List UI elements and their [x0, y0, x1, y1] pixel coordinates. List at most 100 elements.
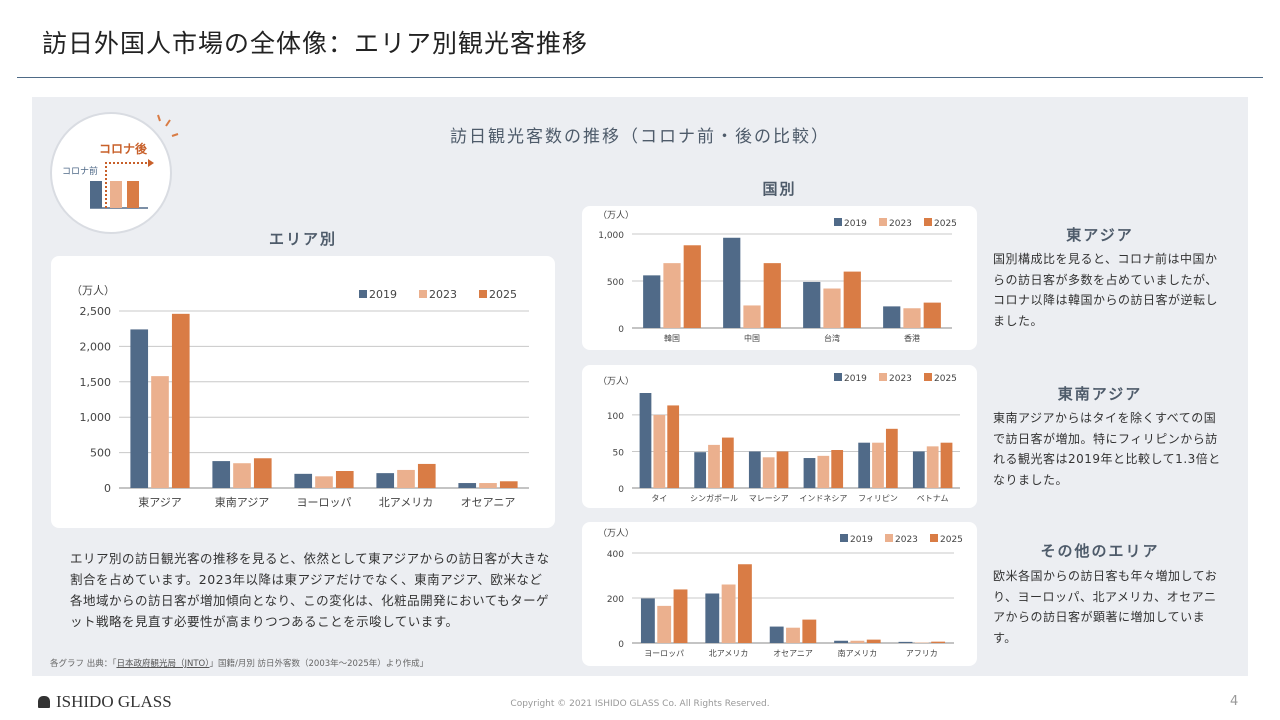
legend-label: 2023	[895, 535, 918, 545]
x-tick-label: 東アジア	[138, 496, 182, 509]
bar-2025	[253, 458, 272, 488]
legend-label: 2025	[940, 535, 963, 545]
y-tick-label: 2,000	[80, 340, 112, 353]
bar-2019	[705, 593, 720, 643]
x-tick-label: 中国	[744, 333, 760, 343]
bar-2023	[823, 288, 841, 328]
note-text-other: 欧米各国からの訪日客も年々増加しており、ヨーロッパ、北アメリカ、オセアニアからの…	[993, 569, 1218, 645]
bar-2019	[858, 442, 871, 488]
legend-swatch-2023	[419, 290, 427, 298]
x-tick-label: タイ	[651, 494, 667, 503]
legend-label: 2025	[934, 374, 957, 384]
y-tick-label: 0	[618, 640, 624, 650]
bar-2019	[212, 461, 231, 488]
bar-2025	[831, 450, 844, 488]
x-tick-label: 北アメリカ	[379, 496, 433, 509]
bar-2025	[843, 271, 861, 328]
bar-2019	[834, 640, 849, 643]
y-axis-unit: （万人）	[71, 284, 115, 297]
legend-swatch-2019	[834, 373, 842, 381]
x-tick-label: インドネシア	[799, 494, 847, 503]
note-title-southeast-asia: 東南アジア	[1057, 385, 1143, 403]
bar-2019	[694, 452, 707, 488]
bar-2025	[923, 302, 941, 328]
legend-label: 2019	[844, 219, 867, 229]
note-title-other: その他のエリア	[1040, 542, 1160, 560]
legend-label: 2019	[844, 374, 867, 384]
other-areas-chart-card: （万人） 0 200 400 ヨーロッパ 北アメリカ オセアニア 南アメリカ アフリカ 2019 2…	[582, 522, 977, 666]
legend-swatch-2019	[834, 218, 842, 226]
badge-after-label: コロナ後	[99, 142, 148, 156]
corona-badge-illustration-icon	[90, 159, 154, 209]
east-asia-chart-card: （万人） 0 500 1,000 韓国 中国 台湾 香港 2019 2023 2025	[582, 206, 977, 350]
y-tick-label: 1,000	[598, 231, 624, 241]
bar-2025	[931, 641, 946, 643]
bar-2023	[817, 455, 830, 488]
bar-2023	[872, 442, 884, 488]
brand-logo: ISHIDO GLASS	[38, 692, 172, 712]
bar-2025	[885, 428, 898, 488]
y-tick-label: 1,500	[80, 376, 112, 389]
chart-subtitle: 訪日観光客数の推移（コロナ前・後の比較）	[450, 127, 830, 147]
y-axis-unit: （万人）	[598, 210, 634, 221]
bar-2023	[315, 476, 333, 488]
y-tick-label: 0	[618, 485, 624, 495]
bar-2019	[458, 483, 477, 488]
legend-swatch-2019	[359, 290, 367, 298]
area-chart-card: （万人） 0 500 1,000 1,500 2,000 2,500 東アジア 東南アジア ヨーロ…	[51, 256, 555, 528]
bar-2025	[776, 451, 789, 488]
bar-2023	[721, 584, 736, 643]
legend-label: 2025	[934, 219, 957, 229]
bar-2023	[926, 446, 939, 488]
legend-label: 2023	[429, 288, 457, 301]
legend-label: 2023	[889, 374, 912, 384]
bar-2023	[762, 457, 775, 488]
source-link[interactable]: 日本政府観光局（JNTO）	[116, 659, 210, 669]
bar-2019	[803, 281, 821, 328]
x-tick-label: マレーシア	[749, 494, 789, 503]
x-tick-label: ヨーロッパ	[297, 496, 352, 509]
bar-2025	[667, 405, 680, 488]
bar-2023	[903, 308, 921, 328]
x-tick-label: オセアニア	[773, 649, 813, 658]
east-asia-chart: （万人） 0 500 1,000 韓国 中国 台湾 香港 2019 2023 2025	[598, 210, 957, 343]
x-tick-label: シンガポール	[690, 493, 738, 503]
title-divider	[17, 77, 1263, 78]
bar-2019	[883, 306, 901, 328]
other-areas-chart: （万人） 0 200 400 ヨーロッパ 北アメリカ オセアニア 南アメリカ アフリカ 2019 2…	[598, 528, 963, 658]
bar-2025	[763, 263, 781, 328]
copyright: Copyright © 2021 ISHIDO GLASS Co. All Ri…	[510, 699, 770, 709]
x-tick-label: アフリカ	[906, 649, 938, 658]
bar-2019	[803, 458, 816, 488]
x-tick-label: ベトナム	[917, 494, 949, 503]
bar-2025	[737, 564, 752, 643]
brand-name: ISHIDO GLASS	[56, 692, 172, 711]
bar-2023	[397, 469, 415, 488]
area-chart: （万人） 0 500 1,000 1,500 2,000 2,500 東アジア 東南アジア ヨーロ…	[71, 284, 529, 509]
legend-swatch-2025	[930, 534, 938, 542]
bar-2019	[748, 451, 761, 488]
bar-2025	[499, 481, 518, 488]
legend-label: 2019	[369, 288, 397, 301]
bar-2025	[171, 313, 190, 488]
bar-2019	[769, 626, 784, 643]
legend-swatch-2025	[479, 290, 487, 298]
source-note: 各グラフ 出典：「日本政府観光局（JNTO）」国籍/月別 訪日外客数（2003年…	[50, 657, 428, 669]
x-tick-label: 香港	[904, 333, 920, 343]
x-tick-label: ヨーロッパ	[644, 649, 684, 658]
bar-2025	[802, 619, 817, 643]
bar-2023	[663, 263, 681, 328]
x-tick-label: 東南アジア	[215, 496, 270, 509]
y-axis-unit: （万人）	[598, 528, 634, 539]
corona-badge: コロナ後 コロナ前	[50, 112, 172, 234]
x-tick-label: 韓国	[664, 333, 680, 343]
bar-2019	[723, 237, 741, 328]
bar-2025	[940, 442, 953, 488]
y-axis-unit: （万人）	[598, 376, 634, 387]
sparkle-icon	[157, 114, 179, 137]
legend-swatch-2025	[924, 218, 932, 226]
southeast-asia-chart-card: （万人） 0 50 100 タイ シンガポール マレーシア インドネシア フィリピン ベトナム 20…	[582, 365, 977, 508]
southeast-asia-chart: （万人） 0 50 100 タイ シンガポール マレーシア インドネシア フィリピン ベトナム 20…	[598, 373, 960, 503]
bar-2023	[850, 640, 865, 643]
y-tick-label: 0	[618, 325, 624, 335]
